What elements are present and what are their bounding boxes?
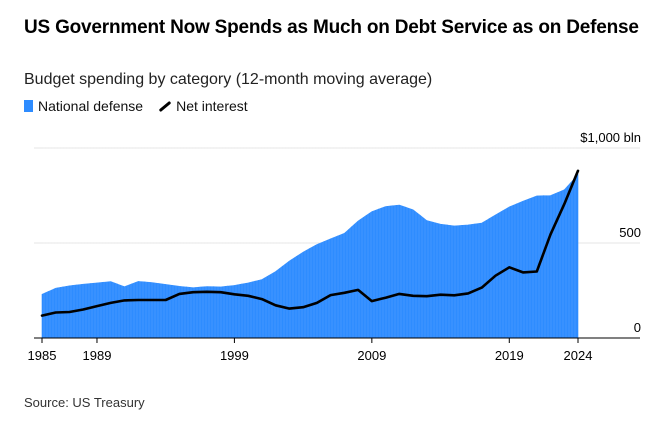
interest-line xyxy=(40,169,580,317)
legend-label-defense: National defense xyxy=(38,98,144,114)
defense-point-2021 xyxy=(529,195,544,339)
defense-point-2015 xyxy=(447,224,462,339)
source-note: Source: US Treasury xyxy=(24,395,145,410)
legend-label-interest: Net interest xyxy=(176,98,248,114)
net-interest-line xyxy=(40,169,580,317)
defense-point-1990 xyxy=(103,281,118,339)
legend-swatch-defense xyxy=(24,100,33,112)
x-tick-label-2019: 2019 xyxy=(495,348,524,363)
y-tick-labels: $1,000 bln 500 0 xyxy=(580,130,641,335)
defense-point-2010 xyxy=(378,205,393,339)
chart-subtitle: Budget spending by category (12-month mo… xyxy=(24,71,433,88)
legend-swatch-interest xyxy=(157,99,171,113)
legend-item-defense: National defense xyxy=(24,98,143,114)
y-tick-label-1000: $1,000 bln xyxy=(580,130,641,145)
x-tick-label-2009: 2009 xyxy=(357,348,386,363)
defense-point-2014 xyxy=(433,221,448,339)
x-tick-label-1989: 1989 xyxy=(83,348,112,363)
x-tick-label-2024: 2024 xyxy=(564,348,593,363)
y-tick-label-500: 500 xyxy=(619,225,641,240)
defense-point-2003 xyxy=(282,256,297,339)
x-axis xyxy=(34,337,640,343)
x-tick-label-1985: 1985 xyxy=(28,348,57,363)
chart-plot: $1,000 bln 500 0 1985 1989 1999 2009 2019 2024 xyxy=(28,128,641,363)
defense-point-2022 xyxy=(543,192,558,339)
chart-title: US Government Now Spends as Much on Debt… xyxy=(24,17,639,38)
x-tick-labels: 1985 1989 1999 2009 2019 2024 xyxy=(28,348,593,363)
x-tick-label-1999: 1999 xyxy=(220,348,249,363)
defense-area xyxy=(41,128,579,339)
legend-item-interest: Net interest xyxy=(157,98,248,114)
defense-point-1991 xyxy=(117,283,132,339)
y-tick-label-0: 0 xyxy=(634,320,641,335)
legend: National defense Net interest xyxy=(24,98,262,114)
